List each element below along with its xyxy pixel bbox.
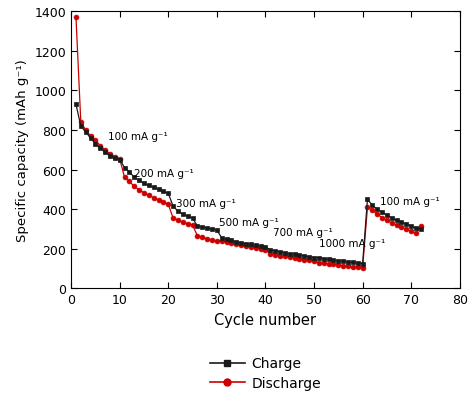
Text: 300 mA g⁻¹: 300 mA g⁻¹ [175, 198, 235, 208]
Text: 700 mA g⁻¹: 700 mA g⁻¹ [273, 228, 332, 238]
Y-axis label: Specific capacity (mAh g⁻¹): Specific capacity (mAh g⁻¹) [16, 59, 29, 241]
X-axis label: Cycle number: Cycle number [214, 312, 317, 327]
Text: 200 mA g⁻¹: 200 mA g⁻¹ [134, 168, 194, 178]
Text: 1000 mA g⁻¹: 1000 mA g⁻¹ [319, 238, 385, 248]
Text: 100 mA g⁻¹: 100 mA g⁻¹ [108, 132, 167, 142]
Legend: Charge, Discharge: Charge, Discharge [210, 356, 321, 390]
Text: 500 mA g⁻¹: 500 mA g⁻¹ [219, 218, 279, 228]
Text: 100 mA g⁻¹: 100 mA g⁻¹ [380, 196, 439, 206]
